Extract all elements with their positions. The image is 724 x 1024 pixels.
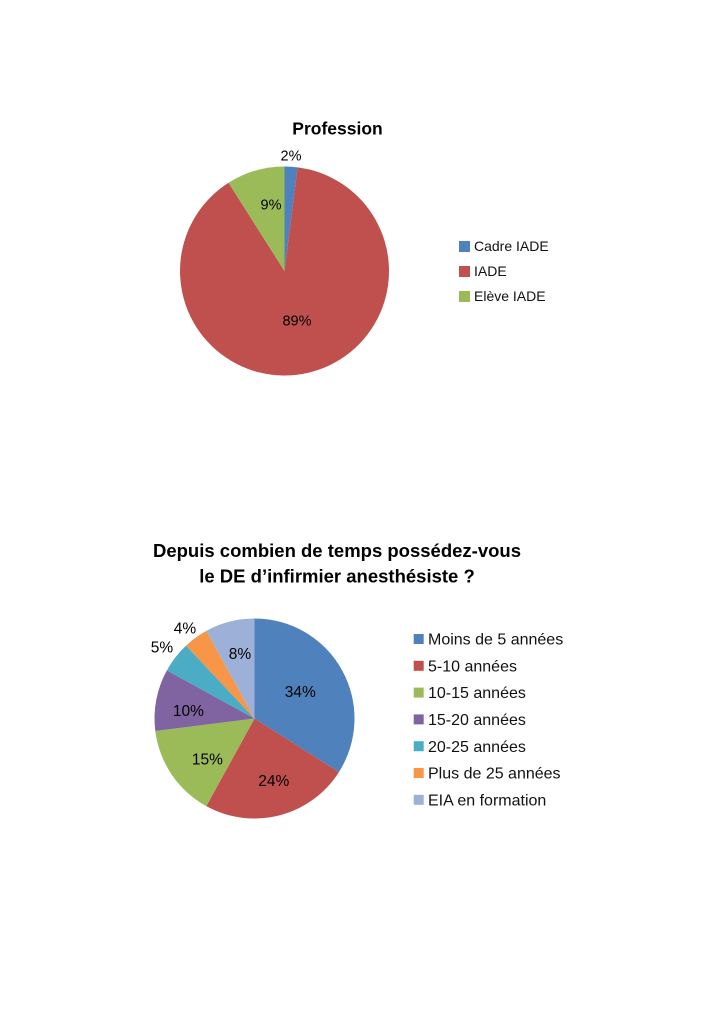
svg-text:5-10 années: 5-10 années (428, 658, 517, 675)
svg-text:8%: 8% (229, 646, 252, 663)
svg-text:Moins de 5 années: Moins de 5 années (428, 632, 563, 649)
svg-text:34%: 34% (285, 684, 316, 701)
svg-text:5%: 5% (151, 640, 174, 657)
svg-text:20-25 années: 20-25 années (428, 739, 526, 756)
svg-text:15%: 15% (192, 752, 223, 769)
svg-text:2%: 2% (281, 148, 302, 164)
svg-text:Plus de 25 années: Plus de 25 années (428, 766, 561, 783)
svg-text:4%: 4% (174, 621, 197, 638)
svg-text:le DE d’infirmier anesthésiste: le DE d’infirmier anesthésiste ? (199, 566, 475, 587)
svg-text:89%: 89% (282, 313, 311, 329)
svg-text:15-20 années: 15-20 années (428, 712, 526, 729)
svg-text:Profession: Profession (292, 118, 382, 138)
svg-text:EIA en formation: EIA en formation (428, 792, 546, 809)
svg-text:9%: 9% (261, 197, 282, 213)
svg-text:10%: 10% (173, 703, 204, 720)
svg-text:IADE: IADE (474, 263, 507, 279)
svg-text:Cadre IADE: Cadre IADE (474, 238, 549, 254)
svg-text:24%: 24% (258, 773, 289, 790)
svg-text:10-15 années: 10-15 années (428, 685, 526, 702)
svg-text:Depuis combien de temps posséd: Depuis combien de temps possédez-vous (153, 540, 521, 561)
svg-text:Elève IADE: Elève IADE (474, 288, 546, 304)
